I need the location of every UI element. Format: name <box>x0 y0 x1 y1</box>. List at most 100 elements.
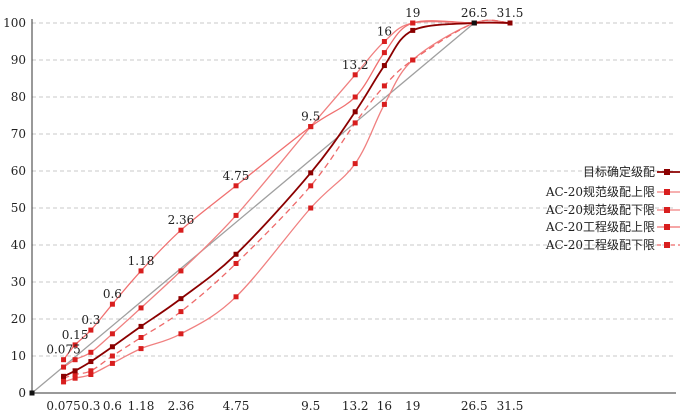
point-s0-12 <box>507 20 513 26</box>
point-s4-3 <box>109 353 115 359</box>
y-tick-label-6: 60 <box>11 164 26 178</box>
point-s0-5 <box>178 296 184 302</box>
series-line-1 <box>63 20 510 368</box>
x-tick-label-2: 0.6 <box>103 399 122 413</box>
origin-marker <box>29 390 35 396</box>
point-s2-5 <box>178 331 184 337</box>
point-s2-4 <box>138 346 144 352</box>
point-s2-1 <box>72 375 78 381</box>
y-tick-label-10: 100 <box>3 16 26 30</box>
point-s0-1 <box>72 368 78 374</box>
x-tick-label-4: 2.36 <box>168 399 195 413</box>
annotation-label-3: 0.6 <box>103 287 122 301</box>
x-tick-label-1: 0.3 <box>81 399 100 413</box>
point-s3-0 <box>61 357 67 363</box>
point-s0-6 <box>233 251 239 257</box>
point-s3-3 <box>109 301 115 307</box>
series-line-0 <box>63 21 511 378</box>
y-tick-label-8: 80 <box>11 90 26 104</box>
x-tick-label-6: 9.5 <box>301 399 320 413</box>
y-tick-label-0: 0 <box>18 386 26 400</box>
point-s2-3 <box>109 360 115 366</box>
legend-marker-3 <box>664 224 670 230</box>
point-s0-8 <box>352 109 358 115</box>
y-tick-label-7: 70 <box>11 127 26 141</box>
point-s4-1 <box>72 372 78 377</box>
point-s2-2 <box>88 372 94 377</box>
point-s0-2 <box>88 359 94 365</box>
x-tick-label-5: 4.75 <box>223 399 250 413</box>
y-tick-label-3: 30 <box>11 275 26 289</box>
point-s4-8 <box>352 120 358 126</box>
x-tick-label-11: 31.5 <box>497 399 524 413</box>
legend-label-1: AC-20规范级配上限 <box>545 184 655 199</box>
annotation-label-8: 13.2 <box>342 58 369 72</box>
annotation-label-12: 31.5 <box>497 6 524 20</box>
point-s4-2 <box>88 368 94 374</box>
point-s3-5 <box>178 227 184 233</box>
series-line-3 <box>62 20 510 361</box>
point-s4-5 <box>178 309 184 315</box>
point-s1-6 <box>233 212 239 218</box>
point-s2-7 <box>308 205 314 211</box>
point-s2-6 <box>233 294 239 300</box>
y-tick-label-1: 10 <box>11 349 26 363</box>
x-tick-label-10: 26.5 <box>461 399 488 413</box>
point-s4-7 <box>308 183 314 189</box>
point-s3-4 <box>138 268 144 274</box>
annotation-label-5: 2.36 <box>168 213 195 227</box>
legend-marker-4 <box>664 242 670 248</box>
point-s1-9 <box>381 39 387 44</box>
annotation-label-10: 19 <box>405 6 420 20</box>
top-marker <box>471 20 477 26</box>
annotation-label-0: 0.075 <box>46 343 80 357</box>
point-s3-7 <box>308 124 314 130</box>
point-s1-1 <box>72 357 78 363</box>
annotation-label-1: 0.15 <box>62 328 89 342</box>
point-s1-0 <box>61 364 67 370</box>
point-s3-1 <box>72 342 78 348</box>
legend-label-3: AC-20工程级配上限 <box>545 219 655 234</box>
annotation-label-6: 4.75 <box>223 169 250 183</box>
legend-label-4: AC-20工程级配下限 <box>545 237 655 252</box>
point-s3-2 <box>88 327 94 333</box>
point-s1-4 <box>138 305 144 311</box>
point-s4-4 <box>138 335 144 340</box>
annotation-label-2: 0.3 <box>81 313 100 327</box>
x-tick-label-8: 16 <box>377 399 392 413</box>
point-s4-9 <box>381 83 387 89</box>
x-tick-label-3: 1.18 <box>128 399 155 413</box>
point-s0-4 <box>138 323 144 329</box>
y-tick-label-5: 50 <box>11 201 26 215</box>
point-s3-6 <box>233 183 239 189</box>
point-s0-3 <box>109 344 115 350</box>
y-tick-label-9: 90 <box>11 53 26 67</box>
legend-label-0: 目标确定级配 <box>583 164 655 179</box>
point-s1-5 <box>178 268 184 274</box>
annotation-label-9: 16 <box>377 25 392 39</box>
annotation-label-7: 9.5 <box>301 110 320 124</box>
reference-line <box>31 22 475 394</box>
legend-marker-2 <box>664 207 670 213</box>
point-s4-10 <box>410 57 416 63</box>
point-s0-7 <box>308 170 314 176</box>
legend-label-2: AC-20规范级配下限 <box>545 202 655 217</box>
point-s1-3 <box>109 331 115 337</box>
legend-marker-1 <box>664 189 670 195</box>
point-s3-10 <box>410 20 416 26</box>
x-tick-label-0: 0.075 <box>46 399 80 413</box>
point-s2-9 <box>381 101 387 107</box>
point-s0-10 <box>410 27 416 33</box>
annotation-label-4: 1.18 <box>128 254 155 268</box>
annotation-label-11: 26.5 <box>461 6 488 20</box>
series-line-4 <box>63 19 511 379</box>
x-tick-label-9: 19 <box>405 399 420 413</box>
point-s0-9 <box>381 63 387 69</box>
point-s1-8 <box>352 72 358 78</box>
point-s2-0 <box>61 379 67 385</box>
legend-marker-0 <box>664 169 670 175</box>
point-s0-0 <box>61 373 67 379</box>
point-s2-8 <box>352 161 358 167</box>
